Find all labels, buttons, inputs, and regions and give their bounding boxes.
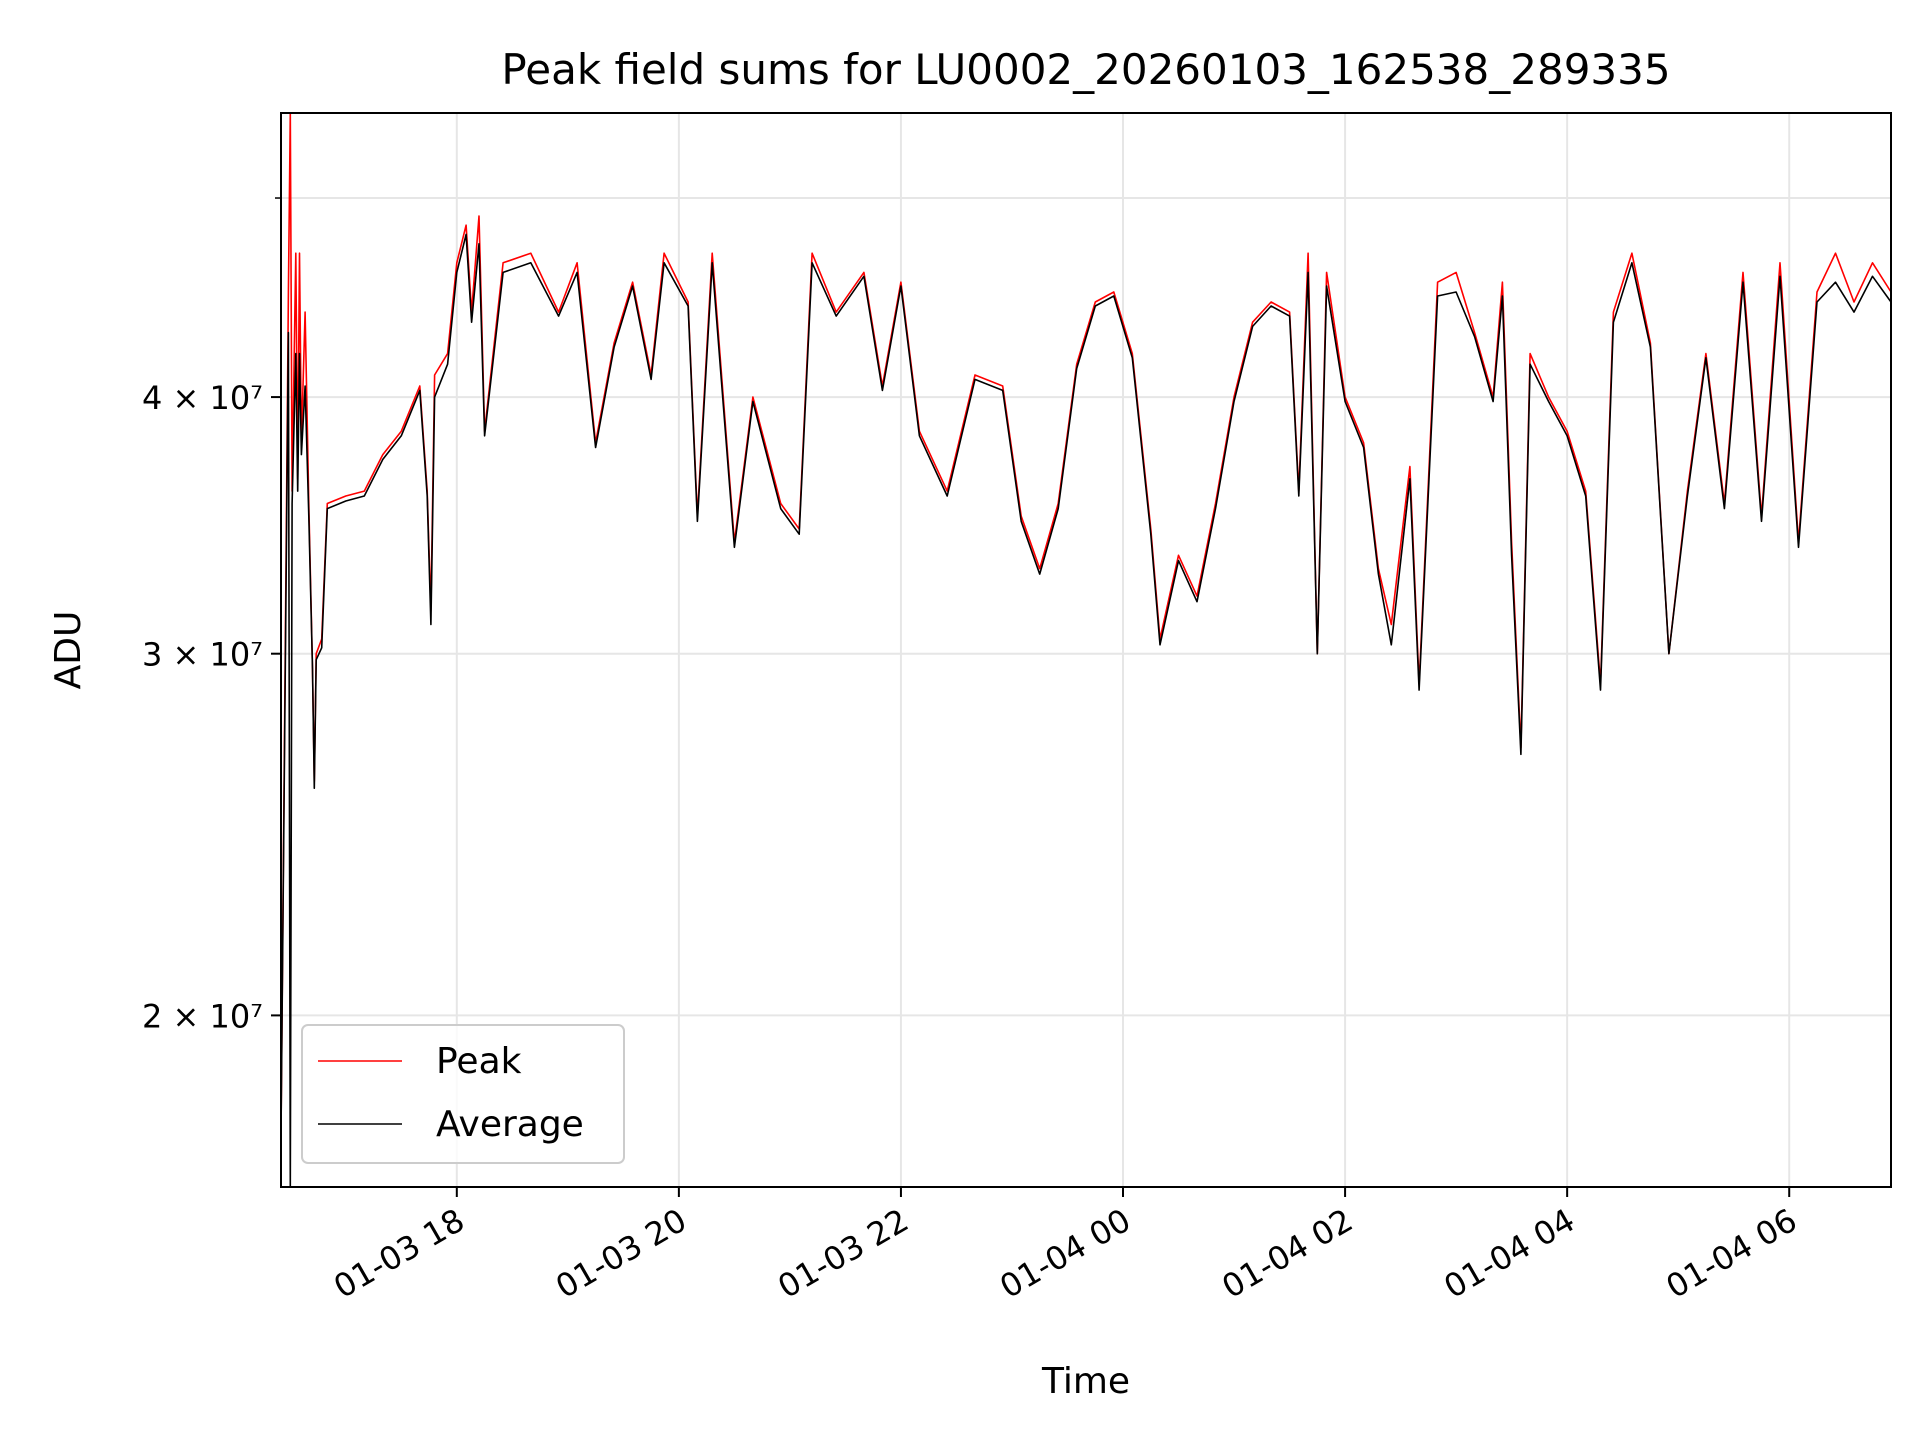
legend: Peak Average: [301, 1024, 625, 1164]
series-line-average: [280, 233, 1892, 1188]
chart-title: Peak field sums for LU0002_20260103_1625…: [501, 45, 1670, 94]
y-tick-label: 2 × 10⁷: [142, 997, 263, 1035]
y-tick-label: 4 × 10⁷: [142, 379, 263, 417]
y-tick-label: 3 × 10⁷: [142, 636, 263, 674]
x-axis-label: Time: [1041, 1361, 1130, 1402]
legend-label-average: Average: [436, 1104, 584, 1145]
legend-label-peak: Peak: [436, 1041, 522, 1082]
legend-box: [301, 1024, 625, 1164]
y-axis-label: ADU: [48, 611, 89, 690]
grid: [281, 113, 1891, 1187]
plot-lines: [280, 112, 1892, 1188]
plot-frame: [280, 112, 1892, 1188]
y-axis-ticks: 2 × 10⁷ 3 × 10⁷ 4 × 10⁷: [142, 197, 281, 1035]
